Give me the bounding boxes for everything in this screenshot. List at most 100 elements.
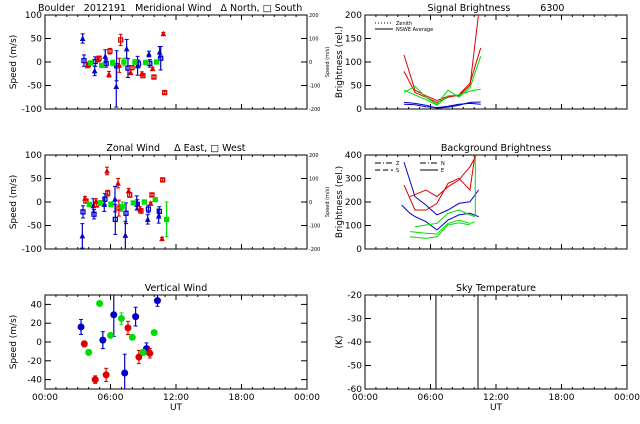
- legend-label: Zenith: [396, 21, 412, 27]
- x-axis-label: UT: [490, 403, 503, 413]
- plot-frame: [364, 294, 628, 390]
- data-point: [132, 313, 140, 321]
- y-tick-label: -60: [347, 385, 362, 395]
- y-tick-label: 0: [36, 198, 42, 208]
- data-point-triangle: [159, 235, 165, 242]
- data-point-square: [140, 72, 146, 79]
- data-point-triangle: [112, 196, 118, 202]
- chart-title: Vertical Wind: [145, 283, 207, 294]
- x-tick-label: 00:00: [352, 393, 378, 403]
- y-tick-label: 0: [36, 58, 42, 68]
- y-axis-label: Speed (m/s): [9, 35, 19, 90]
- data-point-square: [112, 216, 118, 223]
- x-tick-label: 12:00: [163, 393, 189, 403]
- y-tick-label: -50: [27, 222, 42, 232]
- data-point-square: [96, 55, 102, 61]
- data-point: [135, 353, 143, 361]
- data-point-triangle: [147, 200, 154, 206]
- y-axis-label: Brightness (rel.): [335, 26, 345, 98]
- panel-meridional-wind: Meridional Wind Δ North, □ South 100 50 0 -50…: [9, 3, 331, 115]
- y2-tick-label: -100: [309, 84, 320, 90]
- y-tick-label: 200: [345, 198, 362, 208]
- y2-tick-label: 100: [309, 37, 319, 43]
- chart-title: Meridional Wind: [135, 3, 211, 14]
- chart-legend-text: Δ North, □ South: [221, 3, 303, 14]
- data-point-square: [105, 190, 111, 196]
- data-point-square: [153, 59, 160, 65]
- data-point-square: [97, 200, 103, 206]
- data-point-square: [156, 208, 162, 215]
- series-line: [403, 101, 481, 109]
- series-line: [403, 102, 481, 109]
- data-point-square: [129, 64, 135, 71]
- data-point: [91, 376, 99, 384]
- y-tick-label: -20: [27, 357, 42, 367]
- y2-tick-label: -200: [309, 247, 320, 253]
- chart-title: Sky Temperature: [456, 283, 536, 294]
- series-line: [401, 204, 479, 231]
- data-point-square: [119, 204, 125, 210]
- data-point-square: [149, 192, 155, 198]
- data-point: [153, 297, 161, 305]
- data-point: [85, 348, 93, 356]
- y-tick-label: 100: [345, 58, 362, 68]
- data-point-triangle: [144, 216, 151, 222]
- data-point-square: [108, 201, 114, 208]
- data-point: [77, 323, 85, 331]
- data-point-triangle: [104, 167, 110, 174]
- data-point-square: [121, 59, 127, 65]
- y-tick-label: 100: [25, 151, 42, 161]
- data-point-square: [110, 60, 116, 66]
- x-tick-label: 00:00: [614, 393, 640, 403]
- y-tick-label: -40: [347, 338, 362, 348]
- y2-tick-label: 0: [309, 60, 312, 66]
- chart-legend-text: Δ East, □ West: [174, 143, 246, 154]
- data-point-triangle: [122, 232, 129, 238]
- legend-label: NSWE Average: [396, 27, 433, 33]
- panel-background-brightness: Background Brightness 400 300 200 100 0 Bright…: [335, 143, 628, 255]
- y-tick-label: 300: [345, 175, 362, 185]
- y-tick-label: 20: [31, 319, 43, 329]
- chart-subtitle: 6300: [540, 3, 564, 14]
- y2-tick-label: -200: [309, 107, 320, 113]
- data-point: [80, 340, 88, 348]
- y2-axis-label: Speed (m/s): [325, 47, 331, 77]
- marks: [401, 155, 480, 239]
- y-tick-label: 100: [345, 222, 362, 232]
- marks: [77, 295, 161, 389]
- series-line: [409, 155, 477, 198]
- y-tick-label: 200: [345, 11, 362, 21]
- data-point-triangle: [79, 35, 86, 41]
- data-point: [99, 336, 107, 344]
- y-tick-label: 0: [356, 105, 362, 115]
- y2-tick-label: 100: [309, 177, 319, 183]
- series-line: [403, 47, 482, 103]
- data-point-square: [130, 200, 136, 206]
- legend-label: Z: [396, 161, 400, 167]
- date-label: 2012191: [84, 3, 126, 14]
- data-point-square: [102, 196, 108, 202]
- x-tick-label: 00:00: [294, 393, 320, 403]
- data-point-square: [143, 59, 149, 66]
- y-tick-label: -40: [27, 376, 42, 386]
- panel-signal-brightness: Signal Brightness 6300 200 150 100 50 0 Brightn…: [335, 3, 628, 115]
- y-tick-label: -100: [22, 105, 43, 115]
- data-point: [146, 349, 154, 357]
- series-line: [409, 219, 476, 235]
- y-tick-label: 50: [31, 175, 43, 185]
- data-point-triangle: [123, 45, 130, 52]
- data-point-triangle: [146, 50, 152, 57]
- panel-sky-temperature: Sky Temperature 00:00 06:00 12:00 18:00 00:00…: [335, 283, 640, 413]
- data-point-square: [163, 216, 170, 223]
- marks: [435, 295, 479, 389]
- data-point-triangle: [149, 65, 156, 72]
- marks: [403, 15, 482, 109]
- site-label: Boulder: [38, 3, 75, 14]
- series-line: [403, 56, 482, 105]
- data-point-square: [161, 89, 168, 96]
- data-point-square: [99, 62, 105, 68]
- y-tick-label: -30: [347, 315, 362, 325]
- data-point-square: [91, 211, 97, 217]
- data-point-square: [141, 199, 147, 205]
- x-tick-label: 18:00: [229, 393, 255, 403]
